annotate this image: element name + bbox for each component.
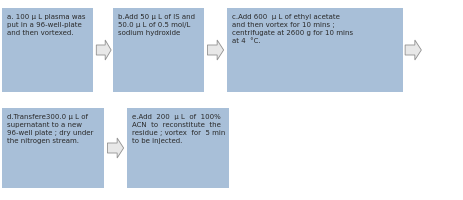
FancyBboxPatch shape bbox=[113, 8, 204, 92]
Polygon shape bbox=[96, 40, 111, 60]
FancyBboxPatch shape bbox=[227, 8, 403, 92]
Text: a. 100 μ L plasma was
put in a 96-well-plate
and then vortexed.: a. 100 μ L plasma was put in a 96-well-p… bbox=[7, 14, 86, 36]
Polygon shape bbox=[107, 138, 124, 158]
FancyBboxPatch shape bbox=[2, 108, 104, 188]
FancyBboxPatch shape bbox=[127, 108, 229, 188]
Text: e.Add  200  μ L  of  100%
ACN  to  reconstitute  the
residue ; vortex  for  5 mi: e.Add 200 μ L of 100% ACN to reconstitut… bbox=[132, 114, 225, 144]
FancyBboxPatch shape bbox=[2, 8, 93, 92]
Text: c.Add 600  μ L of ethyl acetate
and then vortex for 10 mins ;
centrifugate at 26: c.Add 600 μ L of ethyl acetate and then … bbox=[232, 14, 353, 44]
Polygon shape bbox=[207, 40, 224, 60]
Text: b.Add 50 μ L of IS and
50.0 μ L of 0.5 mol/L
sodium hydroxide: b.Add 50 μ L of IS and 50.0 μ L of 0.5 m… bbox=[118, 14, 195, 36]
Polygon shape bbox=[405, 40, 421, 60]
Text: d.Transfere300.0 μ L of
supernatant to a new
96-well plate ; dry under
the nitro: d.Transfere300.0 μ L of supernatant to a… bbox=[7, 114, 94, 144]
